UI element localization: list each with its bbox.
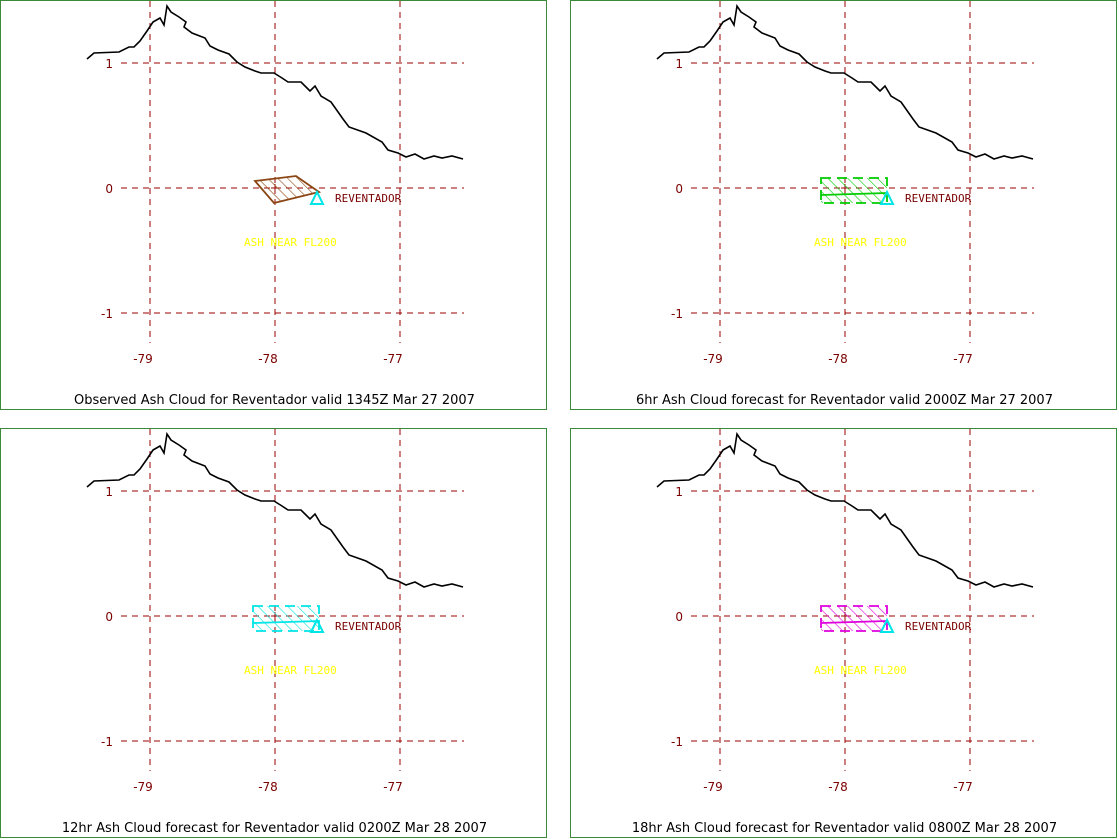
longitude-tick-label: -78	[828, 352, 848, 366]
ash-cloud-polygon	[820, 605, 888, 632]
ash-cloud-polygon	[253, 175, 322, 205]
volcano-label: REVENTADOR	[335, 192, 402, 205]
ash-altitude-label: ASH NEAR FL200	[814, 664, 907, 677]
longitude-tick-label: -78	[258, 352, 278, 366]
ash-cloud-polygon	[252, 605, 320, 632]
triangle-icon	[879, 617, 895, 633]
latitude-tick-label: 0	[105, 610, 113, 624]
latitude-tick-label: 0	[675, 610, 683, 624]
longitude-tick-label: -77	[953, 352, 973, 366]
map-panel-6hr: 1 0 -1 -79 -78 -77 REVENTADOR ASH NEAR FL200 6h…	[570, 0, 1117, 410]
panel-title: 6hr Ash Cloud forecast for Reventador va…	[636, 393, 1053, 408]
coastline	[656, 431, 1034, 588]
latitude-tick-label: 0	[675, 182, 683, 196]
longitude-tick-label: -79	[133, 780, 153, 794]
ash-cloud-axis	[820, 192, 888, 196]
latitude-tick-label: -1	[671, 735, 683, 749]
latitude-tick-label: 1	[675, 57, 683, 71]
triangle-icon	[309, 617, 325, 633]
longitude-tick-label: -79	[133, 352, 153, 366]
longitude-tick-label: -77	[953, 780, 973, 794]
volcano-label: REVENTADOR	[905, 192, 972, 205]
panel-title: 12hr Ash Cloud forecast for Reventador v…	[61, 821, 488, 836]
triangle-icon	[879, 189, 895, 205]
coastline	[86, 3, 464, 160]
ash-altitude-label: ASH NEAR FL200	[814, 236, 907, 249]
map-canvas: 1 0 -1 -79 -78 -77 REVENTADOR ASH NEAR FL200	[656, 429, 1034, 794]
panel-title: Observed Ash Cloud for Reventador valid …	[74, 393, 475, 408]
longitude-tick-label: -77	[383, 780, 403, 794]
longitude-tick-label: -77	[383, 352, 403, 366]
ash-altitude-label: ASH NEAR FL200	[244, 236, 337, 249]
longitude-tick-label: -78	[828, 780, 848, 794]
map-canvas: 1 0 -1 -79 -78 -77 REVENTADOR ASH NEAR FL200	[86, 429, 464, 794]
latitude-tick-label: -1	[671, 307, 683, 321]
map-canvas: 1 0 -1 -79 -78 -77 REVENTADOR ASH NEAR FL200	[86, 1, 464, 366]
ash-cloud-polygon	[820, 177, 888, 204]
map-canvas: 1 0 -1 -79 -78 -77 REVENTADOR ASH NEAR FL200	[656, 1, 1034, 366]
latitude-tick-label: -1	[101, 735, 113, 749]
latitude-tick-label: 0	[105, 182, 113, 196]
coastline	[656, 3, 1034, 160]
ash-cloud-axis	[252, 620, 320, 624]
map-panel-12hr: 1 0 -1 -79 -78 -77 REVENTADOR ASH NEAR FL200 12…	[0, 428, 547, 838]
ash-altitude-label: ASH NEAR FL200	[244, 664, 337, 677]
latitude-tick-label: 1	[675, 485, 683, 499]
longitude-tick-label: -78	[258, 780, 278, 794]
latitude-tick-label: 1	[105, 485, 113, 499]
latitude-tick-label: 1	[105, 57, 113, 71]
map-panel-observed: 1 0 -1 -79 -78 -77 REVENTADOR ASH NEAR FL200 Ob…	[0, 0, 547, 410]
coastline	[86, 431, 464, 588]
latitude-tick-label: -1	[101, 307, 113, 321]
panel-title: 18hr Ash Cloud forecast for Reventador v…	[631, 821, 1058, 836]
longitude-tick-label: -79	[703, 352, 723, 366]
ash-cloud-axis	[820, 620, 888, 624]
volcano-label: REVENTADOR	[335, 620, 402, 633]
volcano-label: REVENTADOR	[905, 620, 972, 633]
map-panel-18hr: 1 0 -1 -79 -78 -77 REVENTADOR ASH NEAR FL200 18…	[570, 428, 1117, 838]
triangle-icon	[309, 189, 325, 205]
longitude-tick-label: -79	[703, 780, 723, 794]
